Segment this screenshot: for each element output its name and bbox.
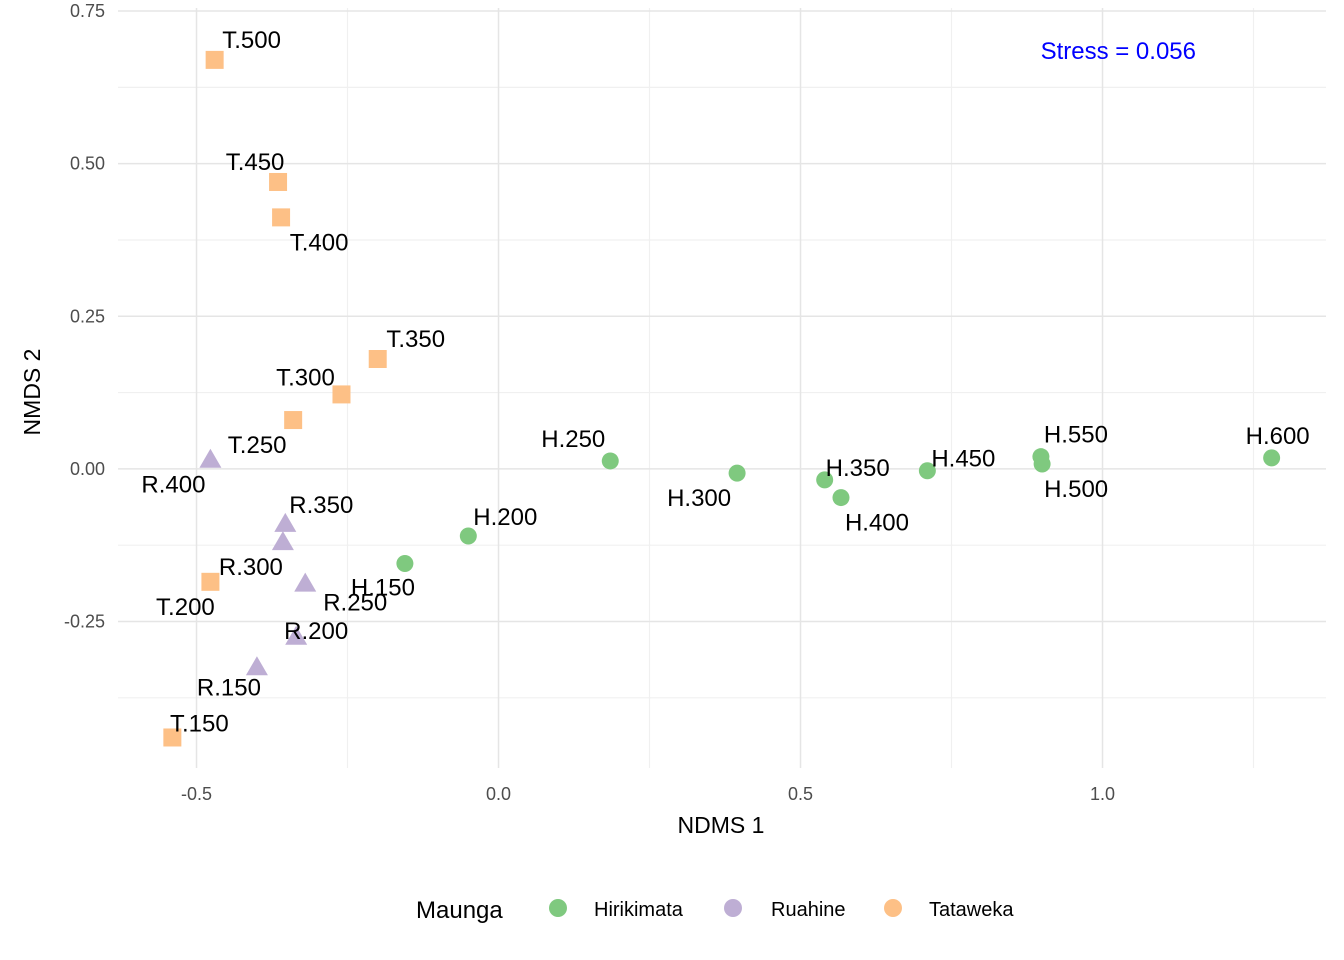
point-label: H.600 bbox=[1246, 423, 1310, 450]
x-tick-label: 1.0 bbox=[1090, 784, 1115, 804]
minor-gridlines bbox=[118, 8, 1326, 768]
x-tick-label: 0.0 bbox=[486, 784, 511, 804]
point-h-300 bbox=[728, 464, 746, 482]
y-tick-label: 0.50 bbox=[70, 154, 105, 174]
point-label: T.450 bbox=[226, 149, 285, 176]
point-label: H.250 bbox=[541, 426, 605, 453]
legend-title: Maunga bbox=[416, 897, 503, 924]
point-label: R.200 bbox=[284, 618, 348, 645]
point-t-250 bbox=[284, 411, 303, 430]
point-label: H.400 bbox=[845, 510, 909, 537]
point-label: H.500 bbox=[1044, 476, 1108, 503]
point-label: T.250 bbox=[228, 432, 287, 459]
point-t-400 bbox=[272, 208, 291, 227]
y-tick-label: 0.75 bbox=[70, 1, 105, 21]
legend-label: Ruahine bbox=[771, 899, 846, 921]
point-t-300 bbox=[332, 385, 351, 404]
point-label: H.150 bbox=[351, 575, 415, 602]
point-r-150 bbox=[245, 656, 268, 676]
point-h-200 bbox=[459, 527, 477, 545]
point-h-350 bbox=[816, 471, 834, 489]
point-t-200 bbox=[201, 572, 220, 591]
point-r-300 bbox=[271, 531, 294, 551]
y-axis-title: NMDS 2 bbox=[19, 349, 45, 436]
point-label: H.300 bbox=[667, 485, 731, 512]
x-tick-label: 0.5 bbox=[788, 784, 813, 804]
legend-key-tataweka bbox=[884, 899, 902, 917]
point-h-600 bbox=[1263, 449, 1281, 467]
point-t-350 bbox=[368, 350, 387, 369]
point-label: H.450 bbox=[931, 446, 995, 473]
point-label: T.200 bbox=[156, 594, 215, 621]
point-label: H.200 bbox=[473, 504, 537, 531]
point-h-400 bbox=[832, 489, 850, 507]
x-axis-ticks: -0.5 0.0 0.5 1.0 bbox=[181, 784, 1115, 804]
point-label: R.300 bbox=[219, 554, 283, 581]
data-points bbox=[163, 50, 1281, 747]
point-t-450 bbox=[269, 172, 288, 191]
y-tick-label: 0.00 bbox=[70, 459, 105, 479]
y-tick-label: 0.25 bbox=[70, 306, 105, 326]
point-label: H.350 bbox=[826, 455, 890, 482]
legend-label: Tataweka bbox=[929, 899, 1014, 921]
point-label: T.500 bbox=[222, 27, 281, 54]
point-r-250 bbox=[294, 572, 317, 592]
point-label: R.350 bbox=[289, 492, 353, 519]
x-axis-title: NDMS 1 bbox=[678, 812, 765, 838]
point-h-550 bbox=[1032, 448, 1050, 466]
legend-key-hirikimata bbox=[549, 899, 567, 917]
x-tick-label: -0.5 bbox=[181, 784, 212, 804]
point-label: T.350 bbox=[386, 326, 445, 353]
point-label: R.250 bbox=[323, 590, 387, 617]
legend: Maunga Hirikimata Ruahine Tataweka bbox=[416, 897, 1014, 924]
point-label: H.550 bbox=[1044, 422, 1108, 449]
point-label: R.400 bbox=[141, 472, 205, 499]
point-t-150 bbox=[163, 728, 182, 747]
point-label: T.150 bbox=[170, 710, 229, 737]
point-t-500 bbox=[205, 50, 224, 69]
y-axis-ticks: 0.75 0.50 0.25 0.00 -0.25 bbox=[64, 1, 105, 631]
point-labels: H.150 H.200 H.250 H.300 H.350 H.400 H.450 H.500… bbox=[141, 27, 1309, 738]
point-h-450 bbox=[918, 462, 936, 480]
point-r-400 bbox=[199, 448, 222, 468]
legend-label: Hirikimata bbox=[594, 899, 684, 921]
stress-annotation: Stress = 0.056 bbox=[1041, 38, 1196, 65]
point-h-250 bbox=[601, 452, 619, 470]
point-r-350 bbox=[274, 512, 297, 532]
point-r-200 bbox=[285, 625, 308, 645]
point-h-150 bbox=[396, 555, 414, 573]
point-label: R.150 bbox=[197, 674, 261, 701]
point-label: T.300 bbox=[276, 364, 335, 391]
point-label: T.400 bbox=[290, 229, 349, 256]
legend-key-ruahine bbox=[724, 899, 742, 917]
y-tick-label: -0.25 bbox=[64, 611, 105, 631]
major-gridlines bbox=[118, 8, 1326, 768]
